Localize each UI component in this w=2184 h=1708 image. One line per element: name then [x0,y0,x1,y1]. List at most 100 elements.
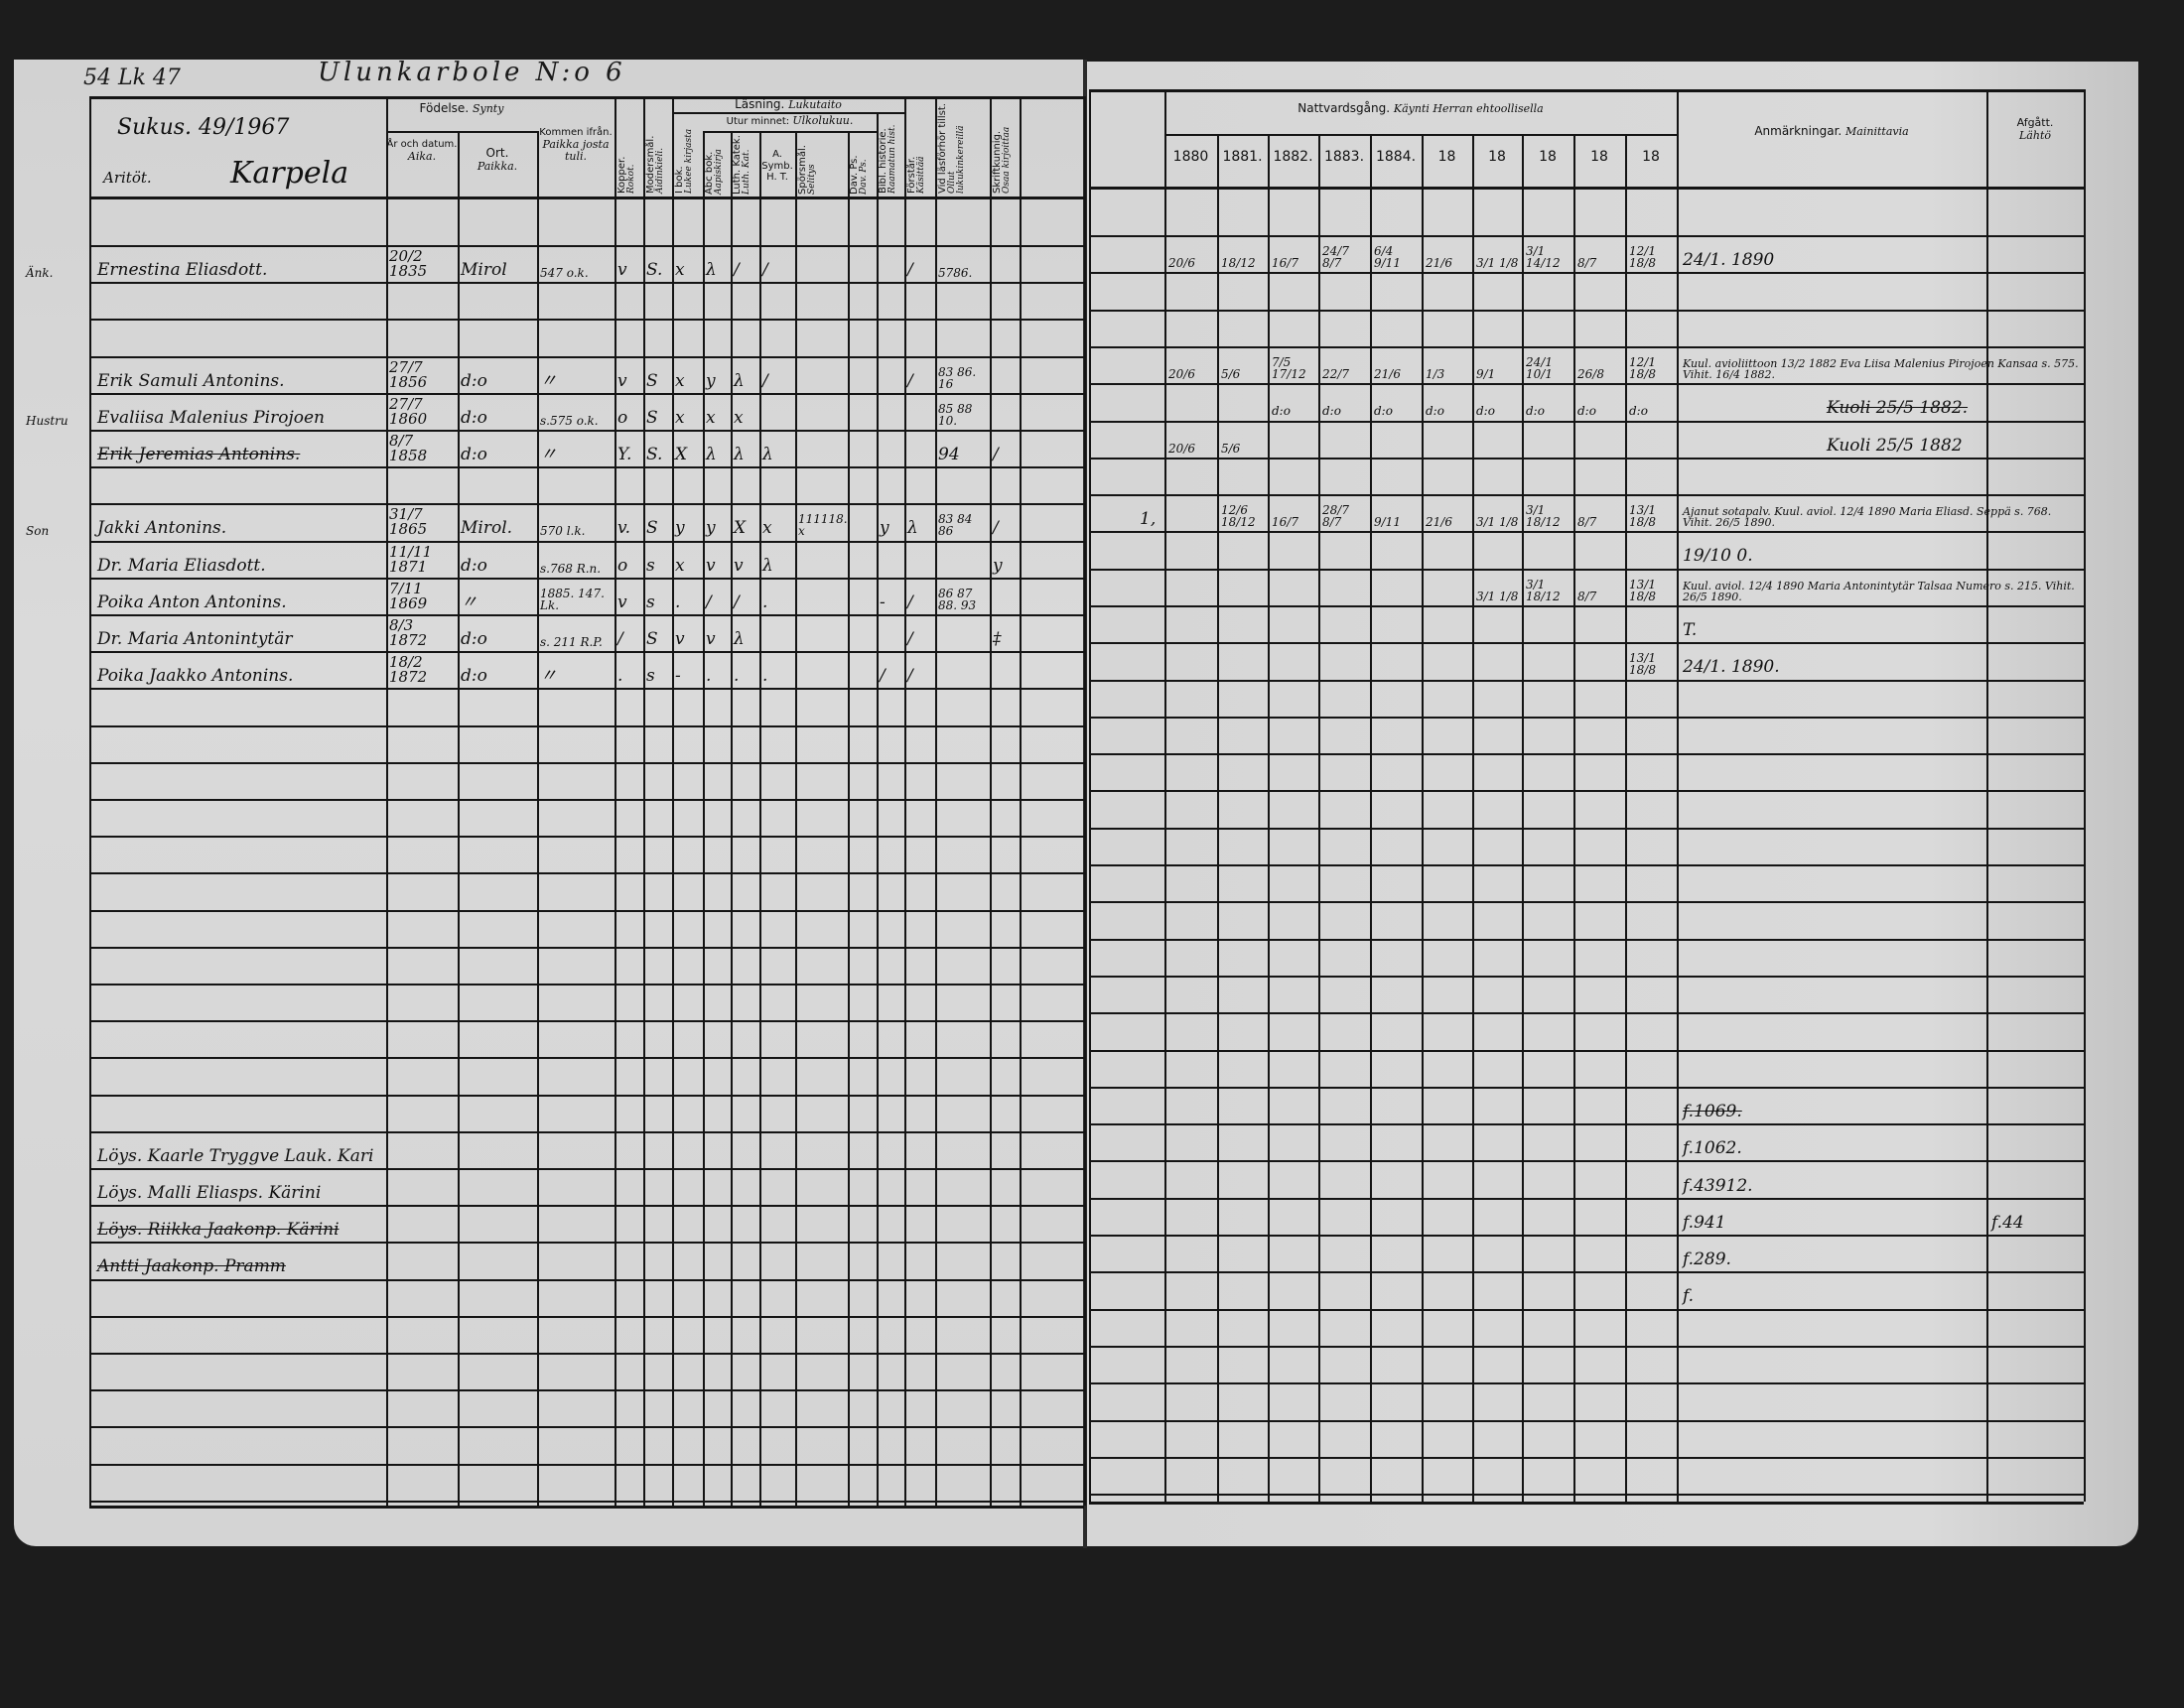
cell-name: Evaliisa Malenius Pirojoen [97,408,325,428]
grid-column-line [848,131,850,1506]
grid-column-line [458,131,460,1506]
cell-birth: 27/7 1856 [389,358,428,391]
grid-column-line [614,96,616,1506]
cell-birth: 31/7 1865 [389,505,428,538]
cell-place: d:o [461,556,487,576]
row-line [89,1020,1084,1022]
cell-i-bok: x [675,371,685,391]
remark: f.1062. [1683,1138,1742,1158]
cell-name: Poika Jaakko Antonins. [97,666,294,686]
year-header: 18 [1539,149,1557,165]
cell-place: 〃 [461,592,478,612]
cell-bibl: y [880,518,889,538]
communion-date: 9/11 [1374,515,1401,529]
communion-date: 12/1 18/8 [1629,355,1656,381]
communion-date: 8/7 [1577,256,1597,270]
grid-column-line [1164,89,1166,1502]
cell-i-bok: x [675,408,685,428]
communion-date: 18/12 [1221,256,1256,270]
header-forstar: Förstår. Käsittää [906,156,926,194]
page-reference: 54 Lk 47 [83,66,181,90]
communion-date: d:o [1629,404,1648,418]
header-i-bok: I bok. Lukee kirjasta [674,128,694,194]
row-line [1089,1160,2084,1162]
cell-kopper: . [617,666,623,686]
row-line [89,541,1084,543]
communion-date: d:o [1426,404,1444,418]
row-line [1089,1012,2084,1014]
remark: Kuul. aviol. 12/4 1890 Maria Antonintytä… [1683,580,2075,603]
cell-luth: v [734,556,744,576]
row-line [1089,569,2084,571]
communion-date: 5/6 [1221,442,1241,456]
row-line [89,1501,1084,1503]
communion-date: 24/7 8/7 [1322,244,1349,270]
cell-from: s.575 o.k. [540,414,599,428]
cell-mod: S [646,371,658,391]
communion-date: 13/1 18/8 [1629,503,1656,529]
row-line [1089,976,2084,978]
grid-column-line [89,96,91,1506]
row-line [89,356,1084,358]
cell-from: 570 l.k. [540,524,586,538]
communion-date: 20/6 [1168,367,1195,381]
year-header: 18 [1488,149,1506,165]
row-line [1089,310,2084,312]
year-header: 1880 [1172,149,1209,165]
cell-i-bok: x [675,556,685,576]
communion-date: d:o [1476,404,1495,418]
grid-column-line [1089,89,1091,1502]
cell-abc: λ [706,260,717,280]
row-line [89,1131,1084,1133]
communion-date: 3/1 1/8 [1476,515,1519,529]
header-skrift: Skriftkunnig. Osaa kirjoittaa [992,126,1012,194]
grid-column-line [1020,96,1022,1506]
cell-abc: y [706,518,716,538]
communion-date: 24/1 10/1 [1526,355,1553,381]
communion-date: d:o [1272,404,1291,418]
cell-abc: λ [706,445,717,464]
cell-name: Ernestina Eliasdott. [97,260,268,280]
year-header: 1882. [1273,149,1313,165]
village-title: Ulunkarbole N:o 6 [318,58,626,87]
row-line [1089,494,2084,496]
row-line [1089,642,2084,644]
year-header: 1884. [1375,149,1417,165]
grid-column-line [1268,134,1270,1502]
row-line [1089,272,2084,274]
cell-lasforhor: 83 84 86 [938,512,973,538]
cell-name: Poika Anton Antonins. [97,592,287,612]
cell-name: Erik Jeremias Antonins. [97,445,301,464]
cell-birth: 27/7 1860 [389,395,428,428]
cell-place: Mirol. [461,518,513,538]
cell-luth: / [734,592,740,612]
row-line [89,1316,1084,1318]
cell-from: 1885. 147. Lk. [540,587,605,612]
cell-i-bok: y [675,518,685,538]
cell-name: Löys. Malli Eliasps. Kärini [97,1183,322,1203]
row-line [1089,1420,2084,1422]
cell-kopper: v [617,592,627,612]
cell-forstar: / [907,371,913,391]
grid-column-line [904,96,906,1506]
grid-column-line [877,112,879,1506]
communion-date: 21/6 [1374,367,1401,381]
cell-name: Löys. Riikka Jaakonp. Kärini [97,1220,340,1240]
row-line [89,651,1084,653]
remark: 24/1. 1890 [1683,250,1775,270]
grid-column-line [1625,134,1627,1502]
row-line [89,578,1084,580]
cell-kopper: v [617,371,627,391]
row-line [89,799,1084,801]
cell-mod: S. [646,445,663,464]
departure: f.44 [1991,1213,2024,1233]
cell-bibl: - [880,592,886,612]
entry-prefix: Änk. [26,266,54,280]
cell-place: Mirol [461,260,507,280]
header-abc: Abc bok. Aapiskirja [704,149,724,195]
cell-symb: . [762,592,768,612]
header-sub-line [703,131,877,133]
cell-sporsmal: 111118. x [798,512,848,538]
communion-date: 9/1 [1476,367,1496,381]
row-line [1089,1271,2084,1273]
